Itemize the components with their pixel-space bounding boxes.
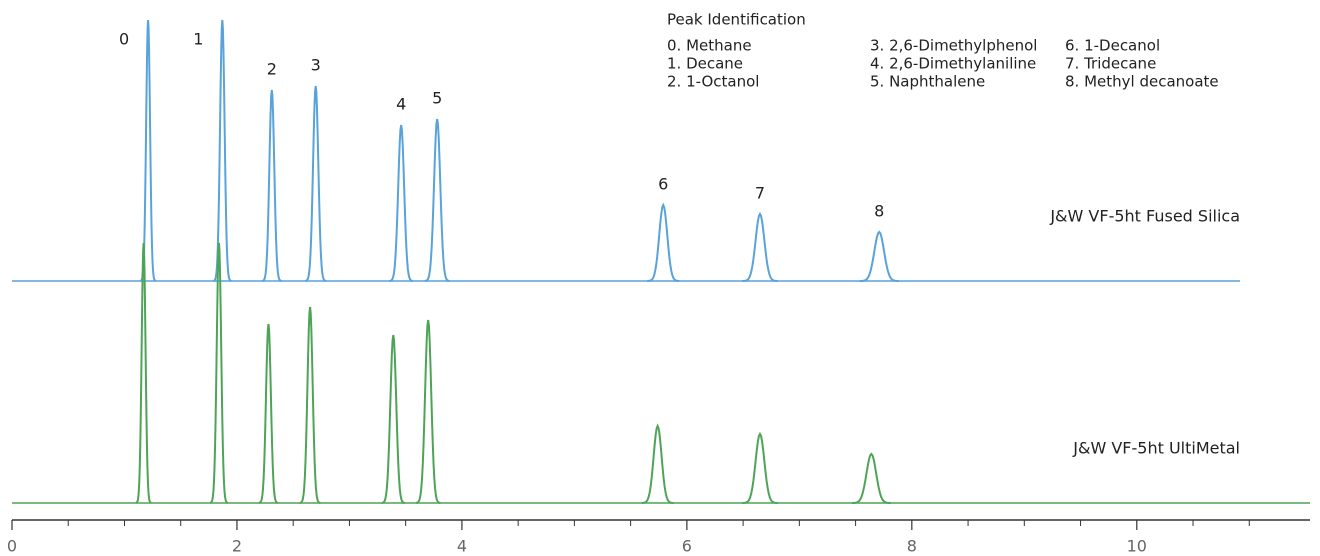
legend-item: 3. 2,6-Dimethylphenol <box>870 37 1037 55</box>
peak-label: 2 <box>267 60 277 79</box>
peak-label: 1 <box>193 30 203 49</box>
peak <box>859 230 899 282</box>
peak <box>140 19 157 282</box>
peak <box>389 124 414 282</box>
peak-label: 0 <box>119 30 129 49</box>
peak-label: 7 <box>755 184 765 203</box>
x-tick-label: 8 <box>907 537 917 556</box>
legend-item: 2. 1-Octanol <box>667 73 759 91</box>
peak <box>305 85 327 282</box>
x-tick-label: 0 <box>7 537 17 556</box>
peak <box>299 306 321 504</box>
legend-item: 8. Methyl decanoate <box>1065 73 1219 91</box>
x-tick-label: 4 <box>457 537 467 556</box>
peak <box>261 89 282 282</box>
peak <box>213 19 232 282</box>
peak-label: 8 <box>874 202 884 221</box>
x-tick-label: 2 <box>232 537 242 556</box>
x-tick-label: 6 <box>682 537 692 556</box>
legend-item: 6. 1-Decanol <box>1065 37 1160 55</box>
peak <box>742 211 778 282</box>
peak-label: 3 <box>311 56 321 75</box>
peak-label: 5 <box>432 89 442 108</box>
legend-item: 1. Decane <box>667 55 743 73</box>
peak <box>647 202 680 282</box>
x-tick-label: 10 <box>1127 537 1147 556</box>
peak-label: 6 <box>658 175 668 194</box>
peak <box>641 423 674 504</box>
legend-item: 0. Methane <box>667 37 752 55</box>
trace-name: J&W VF-5ht Fused Silica <box>1049 207 1240 226</box>
peak <box>415 319 441 504</box>
peak <box>381 334 406 504</box>
peak <box>424 118 450 282</box>
peak-label: 4 <box>396 95 406 114</box>
peak <box>135 242 152 504</box>
peak <box>258 323 279 504</box>
peak <box>209 242 229 504</box>
legend-item: 5. Naphthalene <box>870 73 985 91</box>
peak <box>851 452 891 504</box>
trace-name: J&W VF-5ht UltiMetal <box>1072 439 1240 458</box>
legend-item: 7. Tridecane <box>1065 55 1156 73</box>
legend-item: 4. 2,6-Dimethylaniline <box>870 55 1036 73</box>
peak <box>742 431 778 504</box>
legend-title: Peak Identification <box>667 11 806 29</box>
